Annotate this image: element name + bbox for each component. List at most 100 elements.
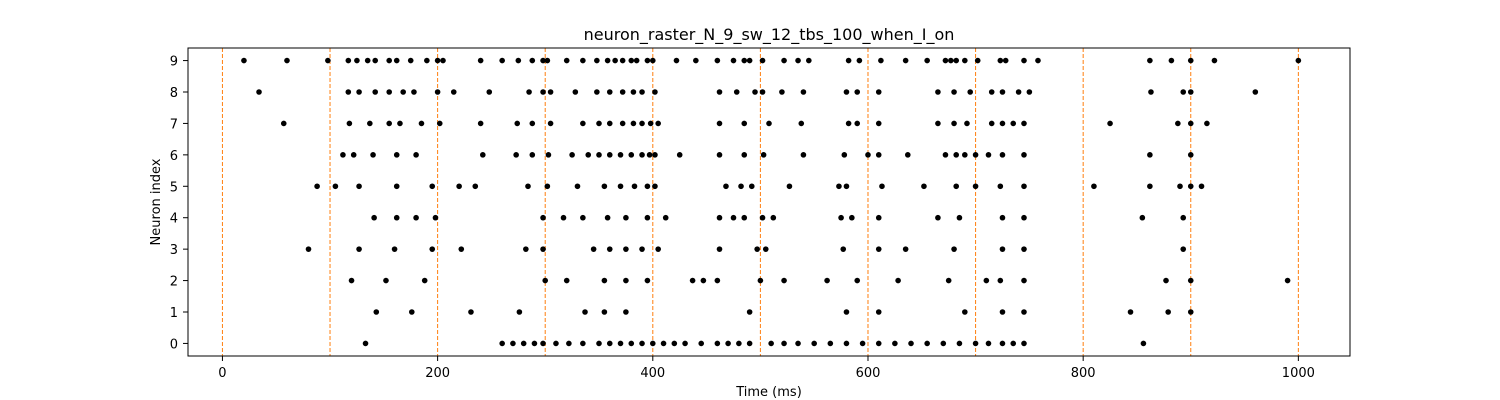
spike-point — [875, 309, 882, 315]
spike-point — [531, 340, 538, 347]
spike-point — [962, 309, 968, 315]
spike-point — [798, 120, 805, 127]
spike-point — [418, 120, 425, 127]
spike-point — [1015, 89, 1022, 95]
spike-point — [468, 309, 474, 315]
spike-point — [383, 277, 389, 284]
spike-point — [617, 340, 624, 347]
spike-point — [633, 57, 640, 64]
spike-point — [574, 183, 581, 190]
spike-point — [542, 277, 549, 284]
spike-point — [1198, 183, 1205, 190]
spike-point — [393, 183, 400, 190]
spike-point — [1187, 120, 1194, 127]
x-tick-label: 0 — [218, 366, 226, 381]
spike-point — [280, 120, 287, 127]
spike-point — [879, 183, 885, 190]
spike-point — [671, 340, 678, 347]
spike-point — [985, 340, 992, 347]
spike-point — [689, 277, 696, 284]
spike-point — [856, 57, 863, 64]
spike-point — [580, 214, 586, 221]
spike-point — [845, 57, 852, 64]
spike-point — [935, 120, 941, 127]
spike-point — [700, 277, 707, 284]
spike-point — [325, 57, 331, 64]
spike-point — [951, 89, 957, 95]
spike-point — [1147, 152, 1153, 158]
spike-point — [1187, 183, 1194, 190]
y-tick-label: 5 — [170, 180, 178, 195]
spike-point — [373, 309, 380, 315]
spike-point — [411, 89, 417, 95]
spike-point — [421, 277, 428, 284]
spike-point — [429, 183, 436, 190]
spike-point — [639, 246, 645, 252]
spike-point — [364, 57, 371, 64]
spike-point — [838, 214, 844, 221]
spike-point — [477, 120, 484, 127]
spike-point — [781, 277, 787, 284]
spike-point — [639, 340, 645, 347]
spike-point — [644, 183, 651, 190]
spike-point — [540, 340, 546, 347]
spike-point — [806, 57, 812, 64]
spike-point — [655, 120, 661, 127]
spike-point — [752, 89, 758, 95]
spike-point — [520, 340, 527, 347]
spike-point — [1127, 309, 1134, 315]
spike-point — [693, 57, 699, 64]
spike-point — [781, 340, 787, 347]
spike-point — [652, 183, 658, 190]
spike-point — [1010, 120, 1017, 127]
spike-point — [741, 152, 748, 158]
spike-point — [585, 152, 592, 158]
spike-point — [716, 89, 723, 95]
spike-point — [639, 120, 645, 127]
spike-point — [1002, 57, 1009, 64]
spike-point — [760, 152, 767, 158]
spike-point — [628, 57, 635, 64]
spike-point — [540, 214, 546, 221]
spike-point — [730, 214, 737, 221]
spike-point — [596, 152, 602, 158]
spike-point — [547, 89, 554, 95]
spike-point — [972, 183, 979, 190]
spike-point — [340, 152, 346, 158]
spike-point — [759, 57, 766, 64]
spike-point — [434, 89, 441, 95]
spike-point — [553, 340, 559, 347]
spike-point — [515, 57, 522, 64]
x-tick-label: 400 — [640, 366, 665, 381]
spike-point — [859, 340, 866, 347]
x-axis-label: Time (ms) — [735, 385, 802, 400]
spike-point — [440, 57, 446, 64]
spike-point — [1140, 340, 1147, 347]
spike-point — [741, 214, 748, 221]
spike-point — [617, 183, 624, 190]
spike-point — [714, 277, 721, 284]
spike-point — [1175, 120, 1181, 127]
spike-point — [892, 340, 898, 347]
spike-point — [391, 246, 398, 252]
spike-point — [999, 309, 1006, 315]
spike-point — [781, 57, 787, 64]
spike-point — [999, 214, 1006, 221]
spike-point — [1180, 89, 1187, 95]
spike-point — [673, 57, 680, 64]
spike-point — [1187, 309, 1194, 315]
spike-point — [305, 246, 312, 252]
spike-point — [1021, 152, 1027, 158]
spike-point — [811, 340, 817, 347]
spike-point — [1148, 89, 1154, 95]
spike-point — [594, 57, 600, 64]
spike-point — [623, 309, 629, 315]
spike-point — [547, 120, 554, 127]
spike-point — [964, 120, 970, 127]
spike-point — [1180, 246, 1187, 252]
spike-point — [652, 89, 658, 95]
spike-point — [1021, 57, 1027, 64]
spike-point — [639, 89, 645, 95]
spike-point — [604, 57, 611, 64]
